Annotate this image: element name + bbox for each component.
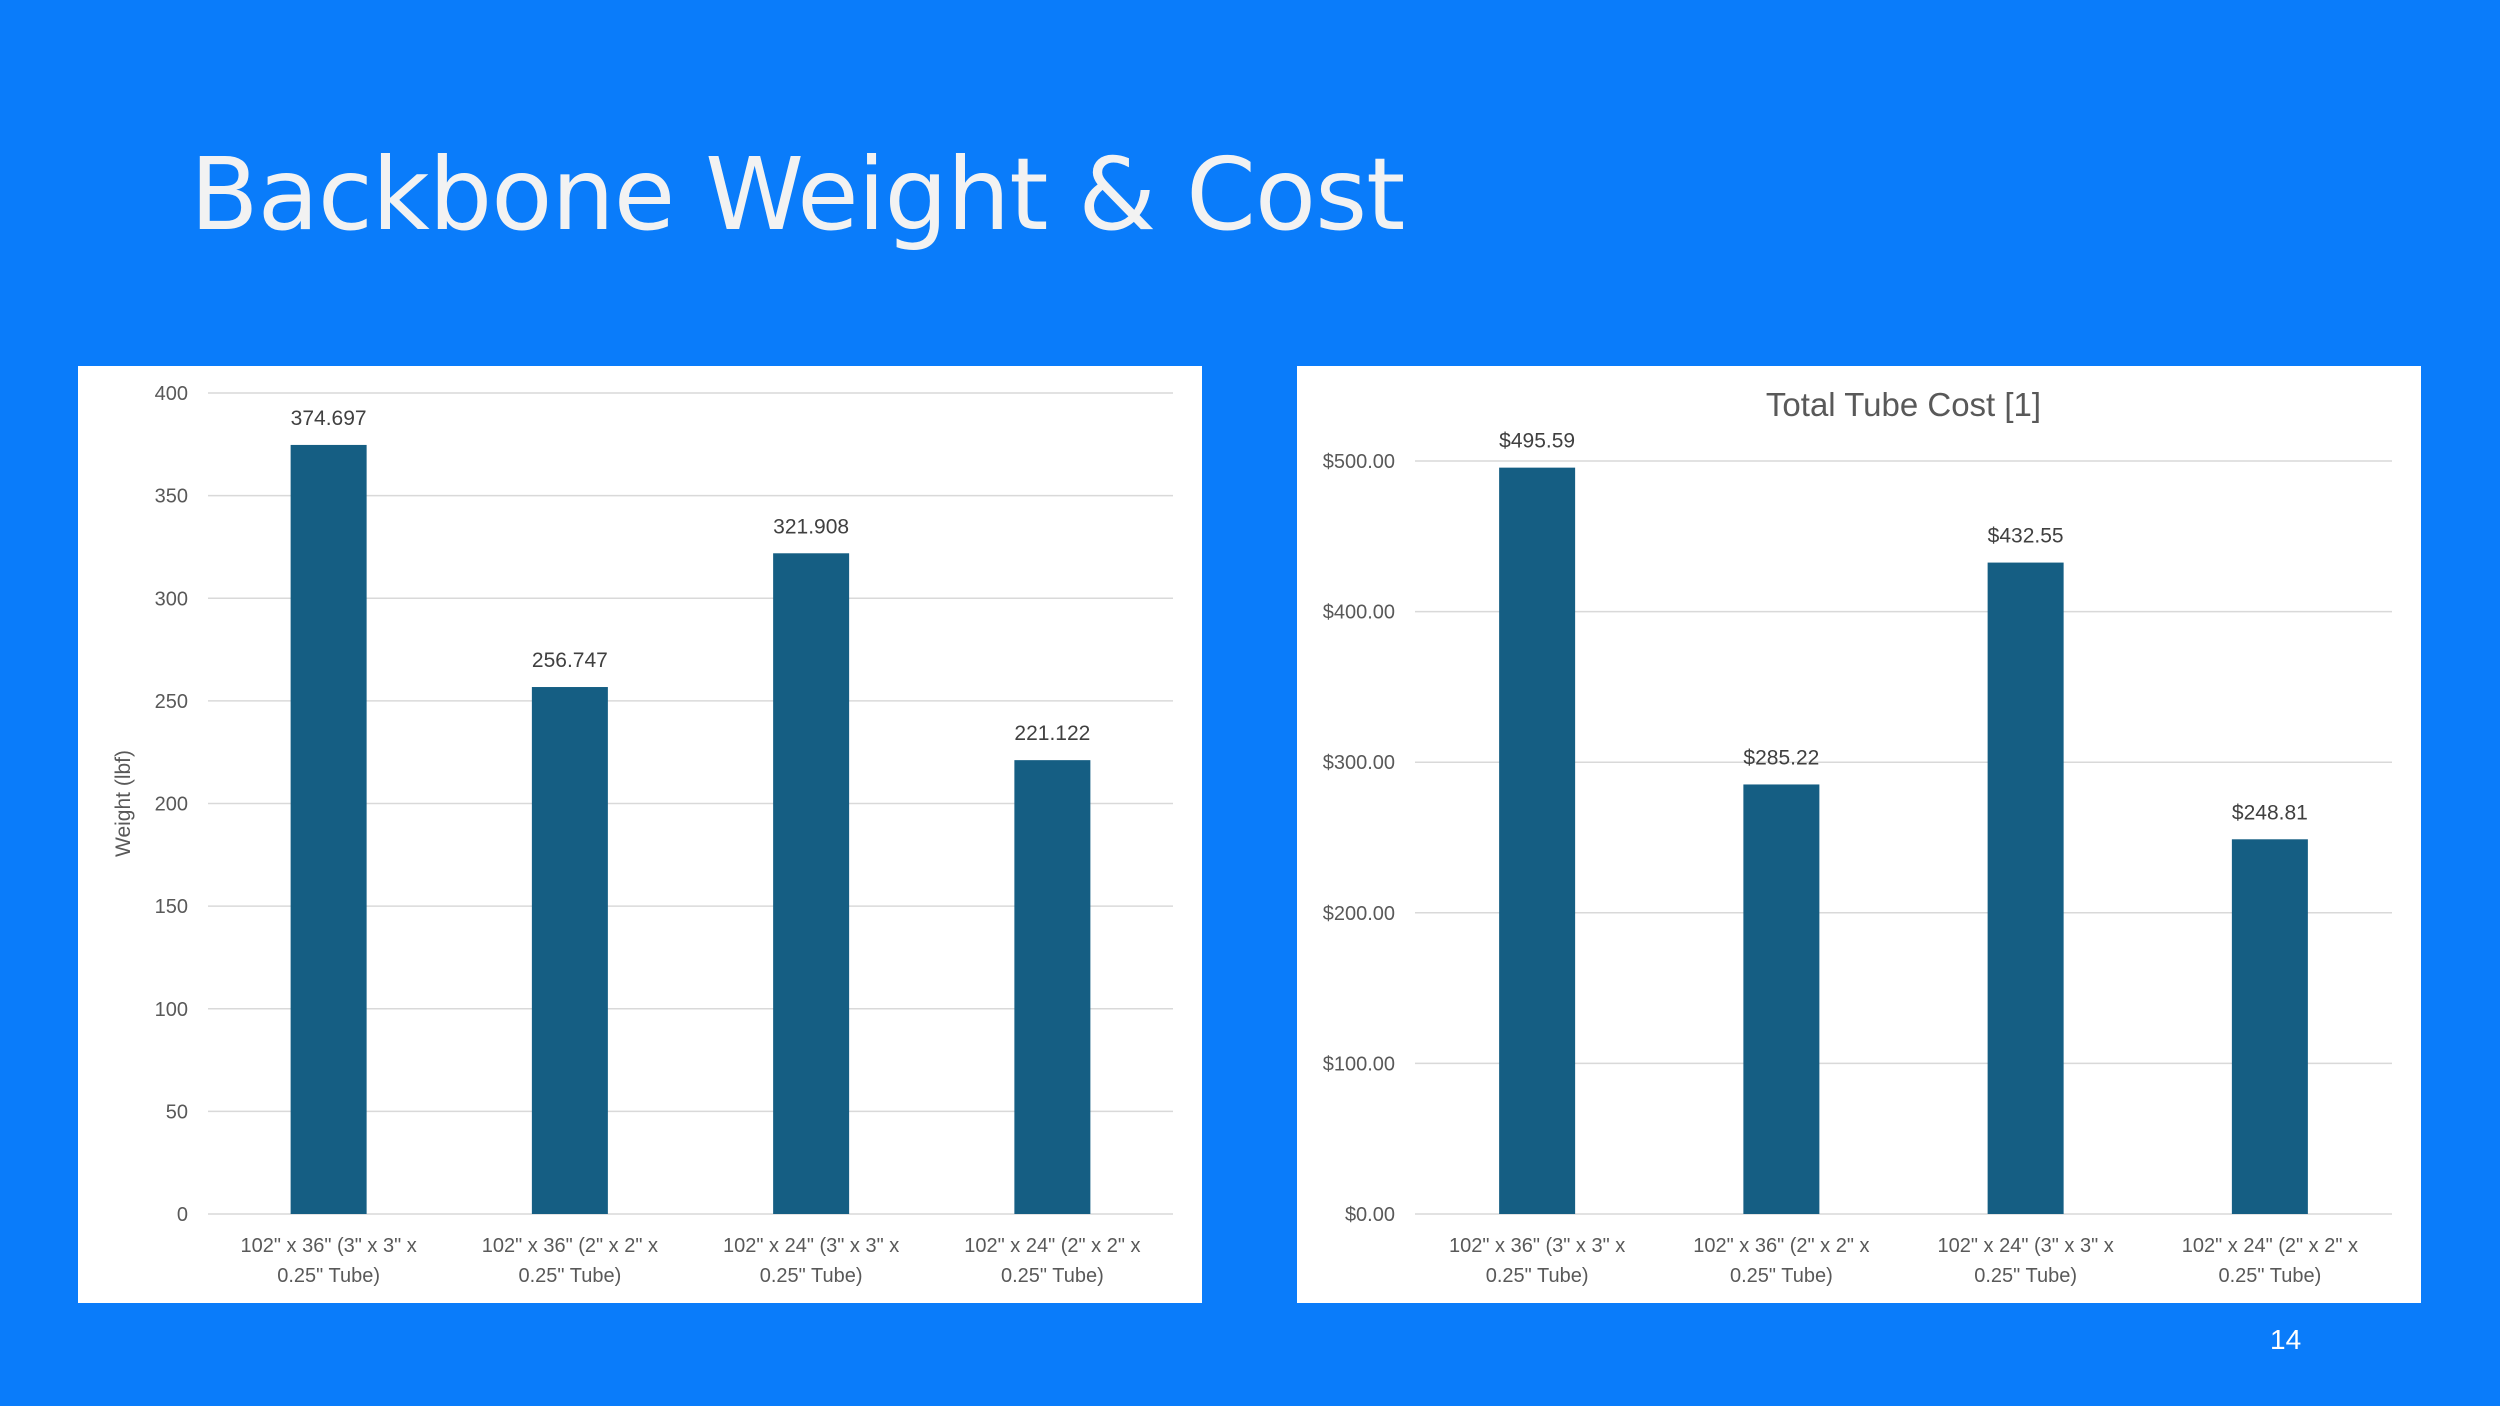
weight-y-tick-label: 150 — [155, 896, 188, 918]
cost-y-tick-label: $300.00 — [1323, 752, 1395, 774]
weight-data-label: 321.908 — [773, 515, 849, 538]
weight-data-label: 221.122 — [1014, 722, 1090, 745]
cost-y-tick-label: $0.00 — [1345, 1204, 1395, 1226]
weight-y-tick-label: 200 — [155, 794, 188, 816]
weight-bar — [773, 553, 850, 1214]
weight-y-tick-label: 400 — [155, 383, 188, 405]
cost-category-label: 0.25" Tube) — [2219, 1265, 2322, 1287]
weight-category-label: 102" x 36" (2" x 2" x — [482, 1235, 658, 1257]
weight-bar — [531, 687, 608, 1214]
weight-y-tick-label: 350 — [155, 486, 188, 508]
page-number: 14 — [2270, 1324, 2302, 1355]
cost-y-tick-label: $500.00 — [1323, 451, 1395, 473]
weight-category-label: 0.25" Tube) — [277, 1265, 380, 1287]
cost-bar — [1987, 562, 2064, 1214]
cost-y-tick-label: $200.00 — [1323, 903, 1395, 925]
cost-y-tick-label: $400.00 — [1323, 602, 1395, 624]
cost-data-label: $495.59 — [1499, 430, 1575, 453]
cost-data-label: $432.55 — [1988, 525, 2064, 548]
weight-y-axis-label: Weight (lbf) — [112, 750, 135, 857]
cost-bar — [1743, 784, 1820, 1214]
cost-chart-title: Total Tube Cost [1] — [1766, 386, 2041, 423]
weight-y-tick-label: 250 — [155, 691, 188, 713]
cost-chart-svg: Total Tube Cost [1] $0.00 $100.00 $200.00 $3… — [1323, 386, 2392, 1287]
weight-y-tick-label: 0 — [177, 1204, 188, 1226]
cost-category-label: 102" x 24" (3" x 3" x — [1937, 1235, 2113, 1257]
cost-bar — [2231, 839, 2308, 1214]
cost-category-label: 102" x 36" (3" x 3" x — [1449, 1235, 1625, 1257]
weight-bar — [290, 444, 367, 1214]
weight-chart-svg: 0 50 100 150 200 250 300 350 400 Weight (lbf) 374.… — [112, 383, 1173, 1287]
cost-bar — [1499, 467, 1576, 1214]
weight-bar — [1014, 760, 1091, 1214]
cost-category-label: 0.25" Tube) — [1486, 1265, 1589, 1287]
weight-category-label: 0.25" Tube) — [1001, 1265, 1104, 1287]
weight-y-tick-label: 300 — [155, 588, 188, 610]
cost-data-label: $248.81 — [2232, 801, 2308, 824]
weight-y-tick-label: 100 — [155, 999, 188, 1021]
cost-data-label: $285.22 — [1743, 746, 1819, 769]
weight-data-label: 256.747 — [532, 649, 608, 672]
cost-category-label: 0.25" Tube) — [1974, 1265, 2077, 1287]
cost-category-label: 0.25" Tube) — [1730, 1265, 1833, 1287]
cost-category-label: 102" x 36" (2" x 2" x — [1693, 1235, 1869, 1257]
weight-y-tick-label: 50 — [166, 1101, 188, 1123]
weight-category-label: 102" x 24" (2" x 2" x — [964, 1235, 1140, 1257]
weight-category-label: 0.25" Tube) — [760, 1265, 863, 1287]
weight-category-label: 0.25" Tube) — [519, 1265, 622, 1287]
slide-title: Backbone Weight & Cost — [190, 136, 1405, 253]
weight-category-label: 102" x 24" (3" x 3" x — [723, 1235, 899, 1257]
weight-data-label: 374.697 — [291, 407, 367, 430]
cost-category-label: 102" x 24" (2" x 2" x — [2182, 1235, 2358, 1257]
cost-chart: Total Tube Cost [1] $0.00 $100.00 $200.00 $3… — [1297, 366, 2421, 1303]
weight-category-label: 102" x 36" (3" x 3" x — [240, 1235, 416, 1257]
weight-chart: 0 50 100 150 200 250 300 350 400 Weight (lbf) 374.… — [78, 366, 1202, 1303]
cost-y-tick-label: $100.00 — [1323, 1053, 1395, 1075]
